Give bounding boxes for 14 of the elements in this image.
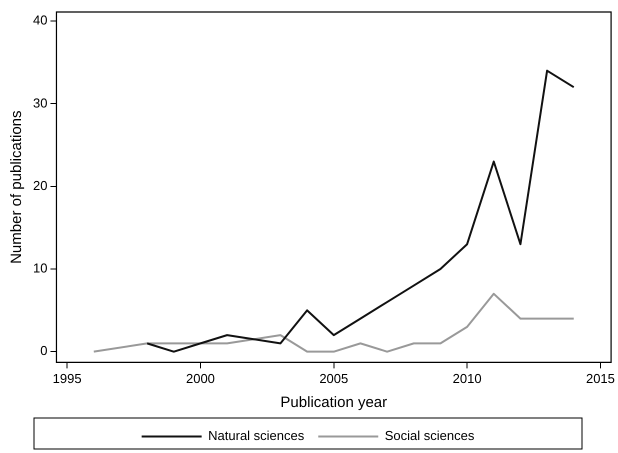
x-tick-label: 1995 — [52, 370, 82, 386]
y-axis-title: Number of publications — [8, 110, 26, 264]
y-tick-label: 40 — [32, 12, 48, 28]
legend-label: Social sciences — [384, 428, 475, 444]
x-tick-label: 2015 — [586, 370, 615, 386]
x-axis-title: Publication year — [280, 394, 388, 412]
legend-label: Natural sciences — [208, 428, 305, 444]
y-tick-label: 10 — [32, 260, 48, 276]
x-tick-label: 2010 — [452, 370, 482, 386]
y-tick-label: 0 — [40, 343, 48, 358]
y-tick-label: 30 — [32, 95, 48, 110]
x-tick-label: 2000 — [186, 370, 215, 386]
x-tick-label: 2005 — [319, 370, 348, 386]
y-tick-label: 20 — [32, 178, 48, 193]
